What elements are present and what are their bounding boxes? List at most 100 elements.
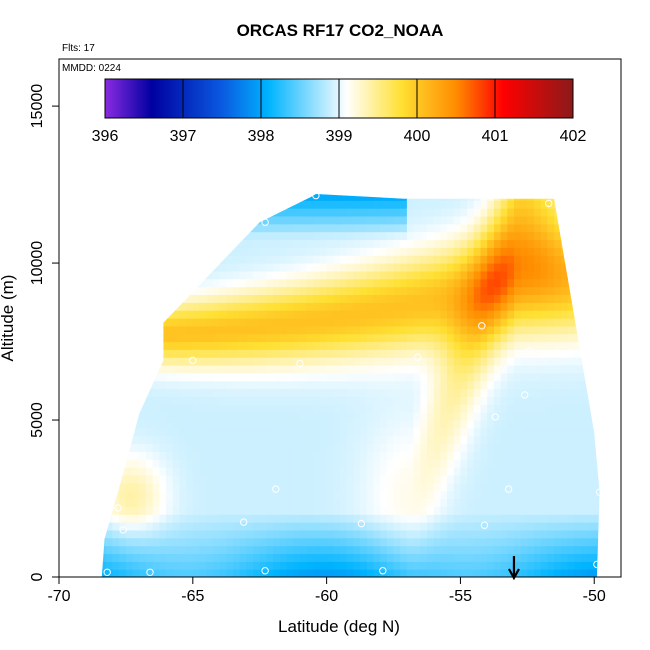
field-cell xyxy=(293,223,301,233)
field-cell xyxy=(400,231,408,241)
field-cell xyxy=(554,522,562,531)
field-cell xyxy=(514,208,522,217)
field-cell xyxy=(420,514,428,523)
field-cell xyxy=(125,388,134,397)
field-cell xyxy=(447,388,455,397)
field-cell xyxy=(293,545,301,554)
field-cell xyxy=(507,231,515,241)
field-cell xyxy=(212,372,221,382)
field-cell xyxy=(119,194,127,201)
field-cell xyxy=(540,263,548,272)
field-cell xyxy=(125,325,134,335)
field-cell xyxy=(514,318,522,327)
field-cell xyxy=(534,310,542,319)
field-cell xyxy=(514,498,522,507)
field-cell xyxy=(587,294,595,303)
field-cell xyxy=(360,200,368,209)
field-cell xyxy=(333,420,341,429)
field-cell xyxy=(233,427,241,437)
field-cell xyxy=(554,318,562,327)
field-cell xyxy=(493,553,502,562)
field-cell xyxy=(500,286,508,295)
field-cell xyxy=(172,294,180,303)
field-cell xyxy=(413,498,421,507)
field-cell xyxy=(212,435,221,445)
field-cell xyxy=(172,341,180,350)
field-cell xyxy=(420,420,428,429)
field-cell xyxy=(146,208,154,217)
field-cell xyxy=(373,482,381,492)
field-cell xyxy=(534,208,542,217)
field-cell xyxy=(253,302,261,311)
field-cell xyxy=(346,451,354,460)
field-cell xyxy=(293,294,301,303)
flights-label: Flts: 17 xyxy=(62,43,95,54)
field-cell xyxy=(540,427,548,437)
field-cell xyxy=(440,372,448,382)
field-cell xyxy=(447,545,455,554)
field-cell xyxy=(560,278,569,288)
field-cell xyxy=(259,302,267,311)
field-cell xyxy=(246,380,254,390)
field-cell xyxy=(139,270,147,280)
field-cell xyxy=(473,475,482,484)
field-cell xyxy=(212,263,221,272)
field-cell xyxy=(594,451,600,460)
field-cell xyxy=(266,514,274,523)
field-cell xyxy=(554,506,562,515)
field-cell xyxy=(186,247,194,256)
field-cell xyxy=(346,278,354,288)
field-cell xyxy=(253,451,261,460)
field-cell xyxy=(514,427,522,437)
field-cell xyxy=(279,396,288,405)
field-cell xyxy=(105,357,114,366)
field-cell xyxy=(587,278,595,288)
field-cell xyxy=(400,420,408,429)
field-cell xyxy=(132,427,140,437)
field-cell xyxy=(326,263,334,272)
field-cell xyxy=(233,490,241,500)
field-cell xyxy=(199,325,207,335)
field-cell xyxy=(520,467,528,476)
field-cell xyxy=(360,553,368,562)
field-cell xyxy=(393,380,401,390)
field-cell xyxy=(601,247,608,255)
field-cell xyxy=(580,372,589,382)
field-cell xyxy=(353,435,361,445)
field-cell xyxy=(132,561,140,570)
field-cell xyxy=(480,467,488,476)
field-cell xyxy=(246,231,254,241)
field-cell xyxy=(152,435,160,445)
field-cell xyxy=(507,286,515,295)
field-cell xyxy=(587,200,595,209)
field-cell xyxy=(259,278,267,288)
field-cell xyxy=(219,537,227,547)
field-cell xyxy=(212,239,221,248)
field-cell xyxy=(493,194,502,201)
field-cell xyxy=(507,302,515,311)
field-cell xyxy=(534,396,542,405)
field-cell xyxy=(560,194,569,201)
field-cell xyxy=(279,349,288,358)
field-cell xyxy=(500,231,508,241)
field-cell xyxy=(226,278,234,288)
field-cell xyxy=(105,194,114,201)
field-cell xyxy=(427,341,435,350)
field-cell xyxy=(406,451,415,460)
field-cell xyxy=(373,278,381,288)
field-cell xyxy=(514,255,522,264)
field-cell xyxy=(192,223,201,233)
field-cell xyxy=(192,561,201,570)
field-cell xyxy=(534,372,542,382)
field-cell xyxy=(326,247,334,256)
field-cell xyxy=(125,318,134,327)
field-cell xyxy=(340,388,348,397)
field-cell xyxy=(306,514,314,523)
field-cell xyxy=(480,341,488,350)
field-cell xyxy=(594,443,600,452)
field-cell xyxy=(172,216,180,225)
field-cell xyxy=(212,522,221,531)
field-cell xyxy=(333,506,341,515)
field-cell xyxy=(105,239,114,248)
field-cell xyxy=(132,365,140,374)
